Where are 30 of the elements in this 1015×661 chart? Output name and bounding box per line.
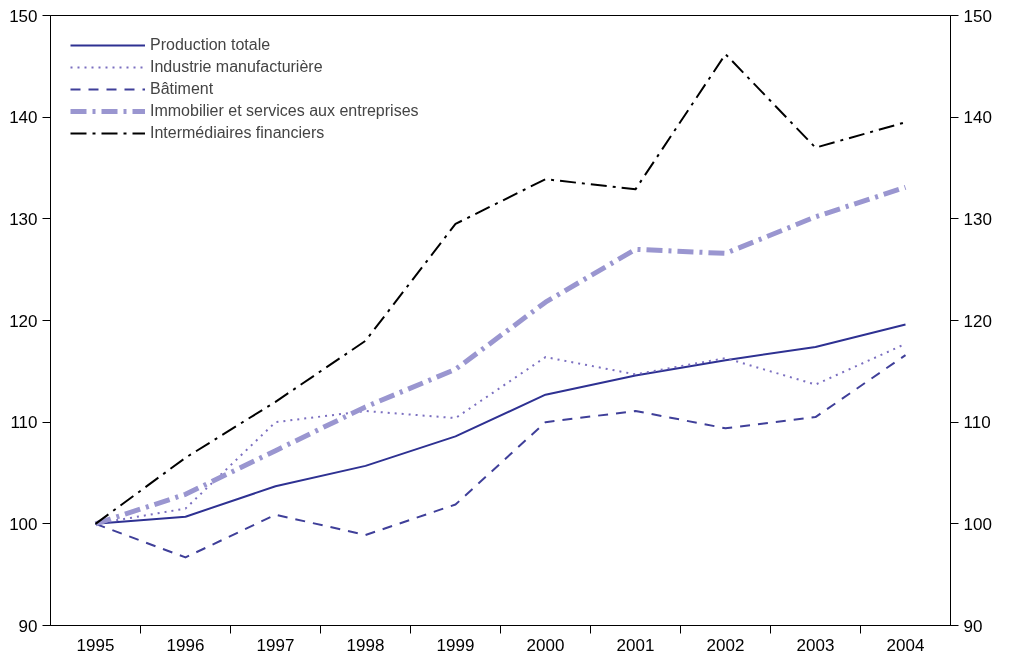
x-tick-label: 1998 [346, 635, 385, 655]
y2-tick-label: 100 [963, 514, 992, 534]
y-tick-label: 150 [9, 6, 38, 26]
legend-label: Intermédiaires financiers [150, 124, 325, 142]
legend-label: Production totale [150, 36, 271, 54]
x-tick-label: 1999 [436, 635, 475, 655]
y-tick-label: 140 [9, 108, 38, 128]
x-tick-label: 1996 [166, 635, 205, 655]
legend-label: Bâtiment [150, 80, 214, 98]
x-tick-label: 2002 [706, 635, 745, 655]
y2-tick-label: 150 [963, 6, 992, 26]
line-series [94, 354, 907, 559]
y2-tick-label: 140 [963, 108, 992, 128]
y-tick-label: 90 [18, 616, 38, 636]
legend-label: Immobilier et services aux entreprises [150, 102, 419, 120]
x-tick-label: 1997 [256, 635, 295, 655]
y-tick-label: 100 [9, 514, 38, 534]
y-tick-label: 130 [9, 209, 38, 229]
x-tick-label: 2000 [526, 635, 565, 655]
y2-tick-label: 120 [963, 311, 992, 331]
x-tick-label: 1995 [76, 635, 115, 655]
y-tick-label: 110 [10, 413, 38, 433]
y2-tick-label: 130 [963, 209, 992, 229]
y2-tick-label: 90 [963, 616, 983, 636]
y-tick-label: 120 [9, 311, 38, 331]
x-tick-label: 2003 [796, 635, 835, 655]
x-tick-label: 2004 [886, 635, 925, 655]
y2-tick-label: 110 [963, 413, 991, 433]
x-tick-label: 2001 [616, 635, 655, 655]
legend-label: Industrie manufacturière [150, 58, 323, 76]
